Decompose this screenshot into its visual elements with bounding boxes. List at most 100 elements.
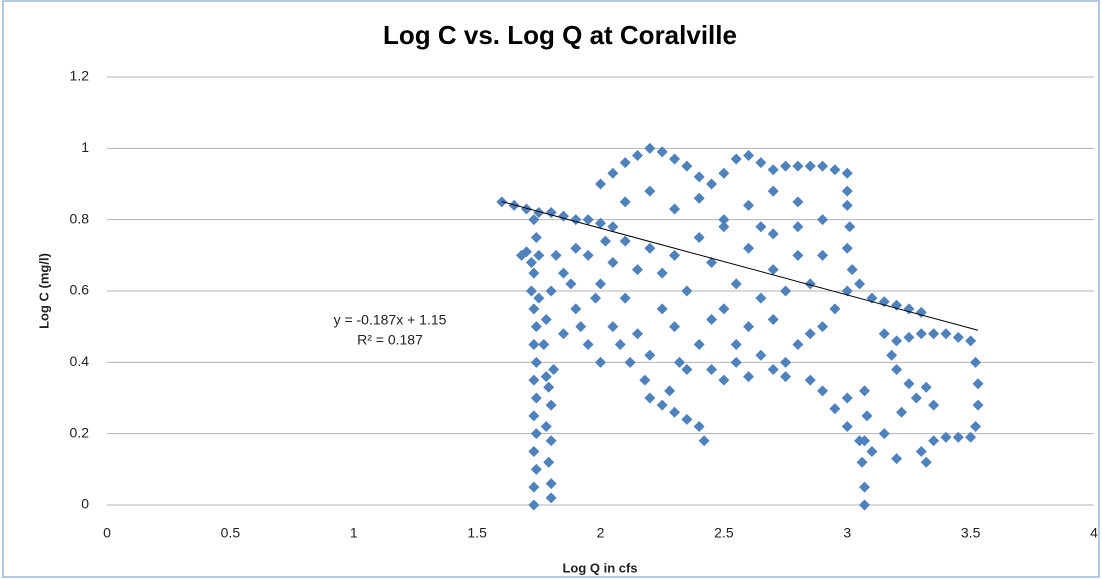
x-tick-label: 4 — [1090, 525, 1098, 541]
point — [656, 146, 668, 158]
point — [743, 371, 755, 383]
point — [891, 453, 903, 465]
point — [540, 421, 552, 433]
trendline-equation: y = -0.187x + 1.15 — [334, 312, 447, 328]
point — [533, 249, 545, 261]
point — [528, 499, 540, 511]
trendline — [501, 201, 979, 331]
point — [859, 481, 871, 493]
point — [878, 328, 890, 340]
point — [730, 278, 742, 290]
point — [557, 267, 569, 279]
point — [817, 385, 829, 397]
point — [528, 339, 540, 350]
point — [940, 431, 952, 443]
point — [644, 142, 656, 154]
point — [972, 399, 984, 411]
point — [693, 171, 705, 183]
y-tick-label: 0.6 — [70, 282, 90, 298]
point — [530, 321, 542, 333]
point — [792, 221, 804, 233]
point — [693, 339, 705, 350]
y-tick-label: 1.2 — [70, 68, 90, 84]
point — [841, 185, 853, 197]
point — [792, 196, 804, 208]
point — [516, 249, 528, 261]
point — [545, 435, 557, 447]
point — [528, 303, 540, 315]
x-tick-label: 2.5 — [714, 525, 734, 541]
point — [528, 410, 540, 422]
point — [856, 456, 868, 468]
x-axis-title: Log Q in cfs — [562, 560, 637, 575]
point — [767, 228, 779, 240]
point — [743, 321, 755, 333]
point — [528, 481, 540, 493]
point — [624, 356, 636, 368]
point — [767, 185, 779, 197]
x-tick-label: 3.5 — [961, 525, 981, 541]
point — [891, 335, 903, 347]
point — [644, 349, 656, 361]
point — [575, 321, 587, 333]
point — [854, 278, 866, 290]
point — [903, 303, 915, 315]
point — [861, 410, 873, 422]
point — [780, 356, 792, 368]
point — [878, 428, 890, 440]
point — [910, 392, 922, 404]
point — [619, 292, 631, 304]
point — [599, 235, 611, 247]
point — [607, 221, 619, 233]
point — [730, 356, 742, 368]
point — [533, 292, 545, 304]
x-tick-label: 1 — [350, 525, 358, 541]
point — [582, 214, 594, 226]
point — [540, 371, 552, 383]
point — [632, 149, 644, 161]
point — [528, 374, 540, 386]
point — [829, 403, 841, 415]
point — [928, 399, 940, 411]
point — [767, 314, 779, 326]
point — [755, 221, 767, 233]
point — [915, 446, 927, 457]
point — [896, 406, 908, 418]
point — [841, 167, 853, 179]
point — [841, 421, 853, 433]
point — [664, 385, 676, 397]
point — [656, 303, 668, 315]
point — [698, 435, 710, 447]
point — [582, 339, 594, 350]
x-tick-label: 3 — [843, 525, 851, 541]
point — [543, 456, 555, 468]
y-axis-title: Log C (mg/l) — [36, 253, 51, 329]
point — [903, 331, 915, 343]
point — [681, 363, 693, 375]
point — [545, 492, 557, 504]
point — [595, 278, 606, 290]
point — [859, 435, 871, 447]
point — [538, 339, 550, 350]
point — [582, 249, 594, 261]
point — [525, 256, 537, 268]
point — [730, 153, 742, 165]
point — [903, 378, 915, 390]
point — [632, 328, 644, 340]
point — [706, 363, 718, 375]
point — [920, 456, 932, 468]
point — [965, 431, 977, 443]
point — [673, 356, 685, 368]
point — [718, 374, 730, 386]
point — [841, 242, 853, 254]
point — [530, 392, 542, 404]
point — [829, 303, 841, 315]
x-tick-label: 0.5 — [221, 525, 241, 541]
point — [804, 328, 816, 340]
point — [706, 314, 718, 326]
point — [780, 160, 792, 172]
point — [530, 428, 542, 440]
point — [693, 421, 705, 433]
point — [841, 199, 853, 211]
point — [928, 435, 940, 447]
